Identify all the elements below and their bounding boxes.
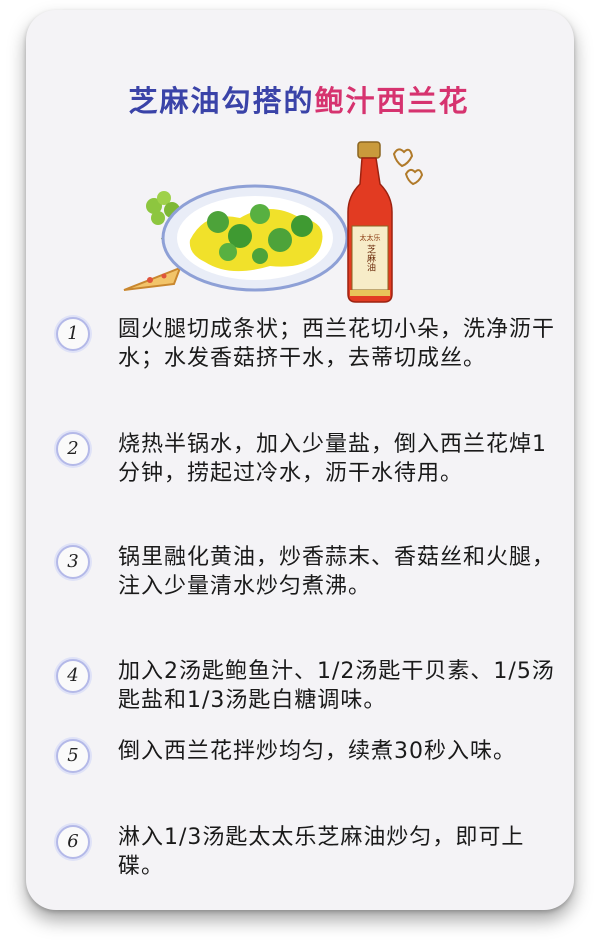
step-text: 淋入1/3汤匙太太乐芝麻油炒匀，即可上碟。	[118, 825, 525, 879]
pizza-slice-icon	[123, 266, 182, 291]
step-number-badge: 6	[56, 825, 90, 859]
title-part-1: 芝麻油勾搭的	[128, 84, 315, 118]
step-text: 锅里融化黄油，炒香蒜末、香菇丝和火腿，注入少量清水炒匀煮沸。	[118, 545, 556, 599]
step-text: 烧热半锅水，加入少量盐，倒入西兰花焯1分钟，捞起过冷水，沥干水待用。	[118, 432, 547, 486]
step-number-badge: 2	[56, 432, 90, 466]
step-number-badge: 4	[56, 659, 90, 693]
hearts-icon	[392, 148, 424, 186]
step-text: 加入2汤匙鲍鱼汁、1/2汤匙干贝素、1/5汤匙盐和1/3汤匙白糖调味。	[118, 659, 555, 713]
sesame-oil-bottle-icon: 太太乐 芝麻油	[347, 141, 393, 303]
title-part-2: 鲍汁西兰花	[314, 84, 470, 118]
dish-illustration: 太太乐 芝麻油	[123, 141, 424, 303]
step-text: 倒入西兰花拌炒均匀，续煮30秒入味。	[118, 739, 516, 764]
bottle-brand: 太太乐	[360, 233, 381, 242]
step-text: 圆火腿切成条状；西兰花切小朵，洗净沥干水；水发香菇挤干水，去蒂切成丝。	[118, 317, 556, 371]
plate-icon	[161, 184, 349, 292]
step-number-badge: 3	[56, 545, 90, 579]
step-number-badge: 5	[56, 739, 90, 773]
step-number-badge: 1	[56, 317, 90, 351]
recipe-title: 芝麻油勾搭的鲍汁西兰花	[0, 78, 598, 120]
recipe-card	[26, 10, 574, 910]
bottle-name: 芝麻油	[365, 243, 376, 272]
